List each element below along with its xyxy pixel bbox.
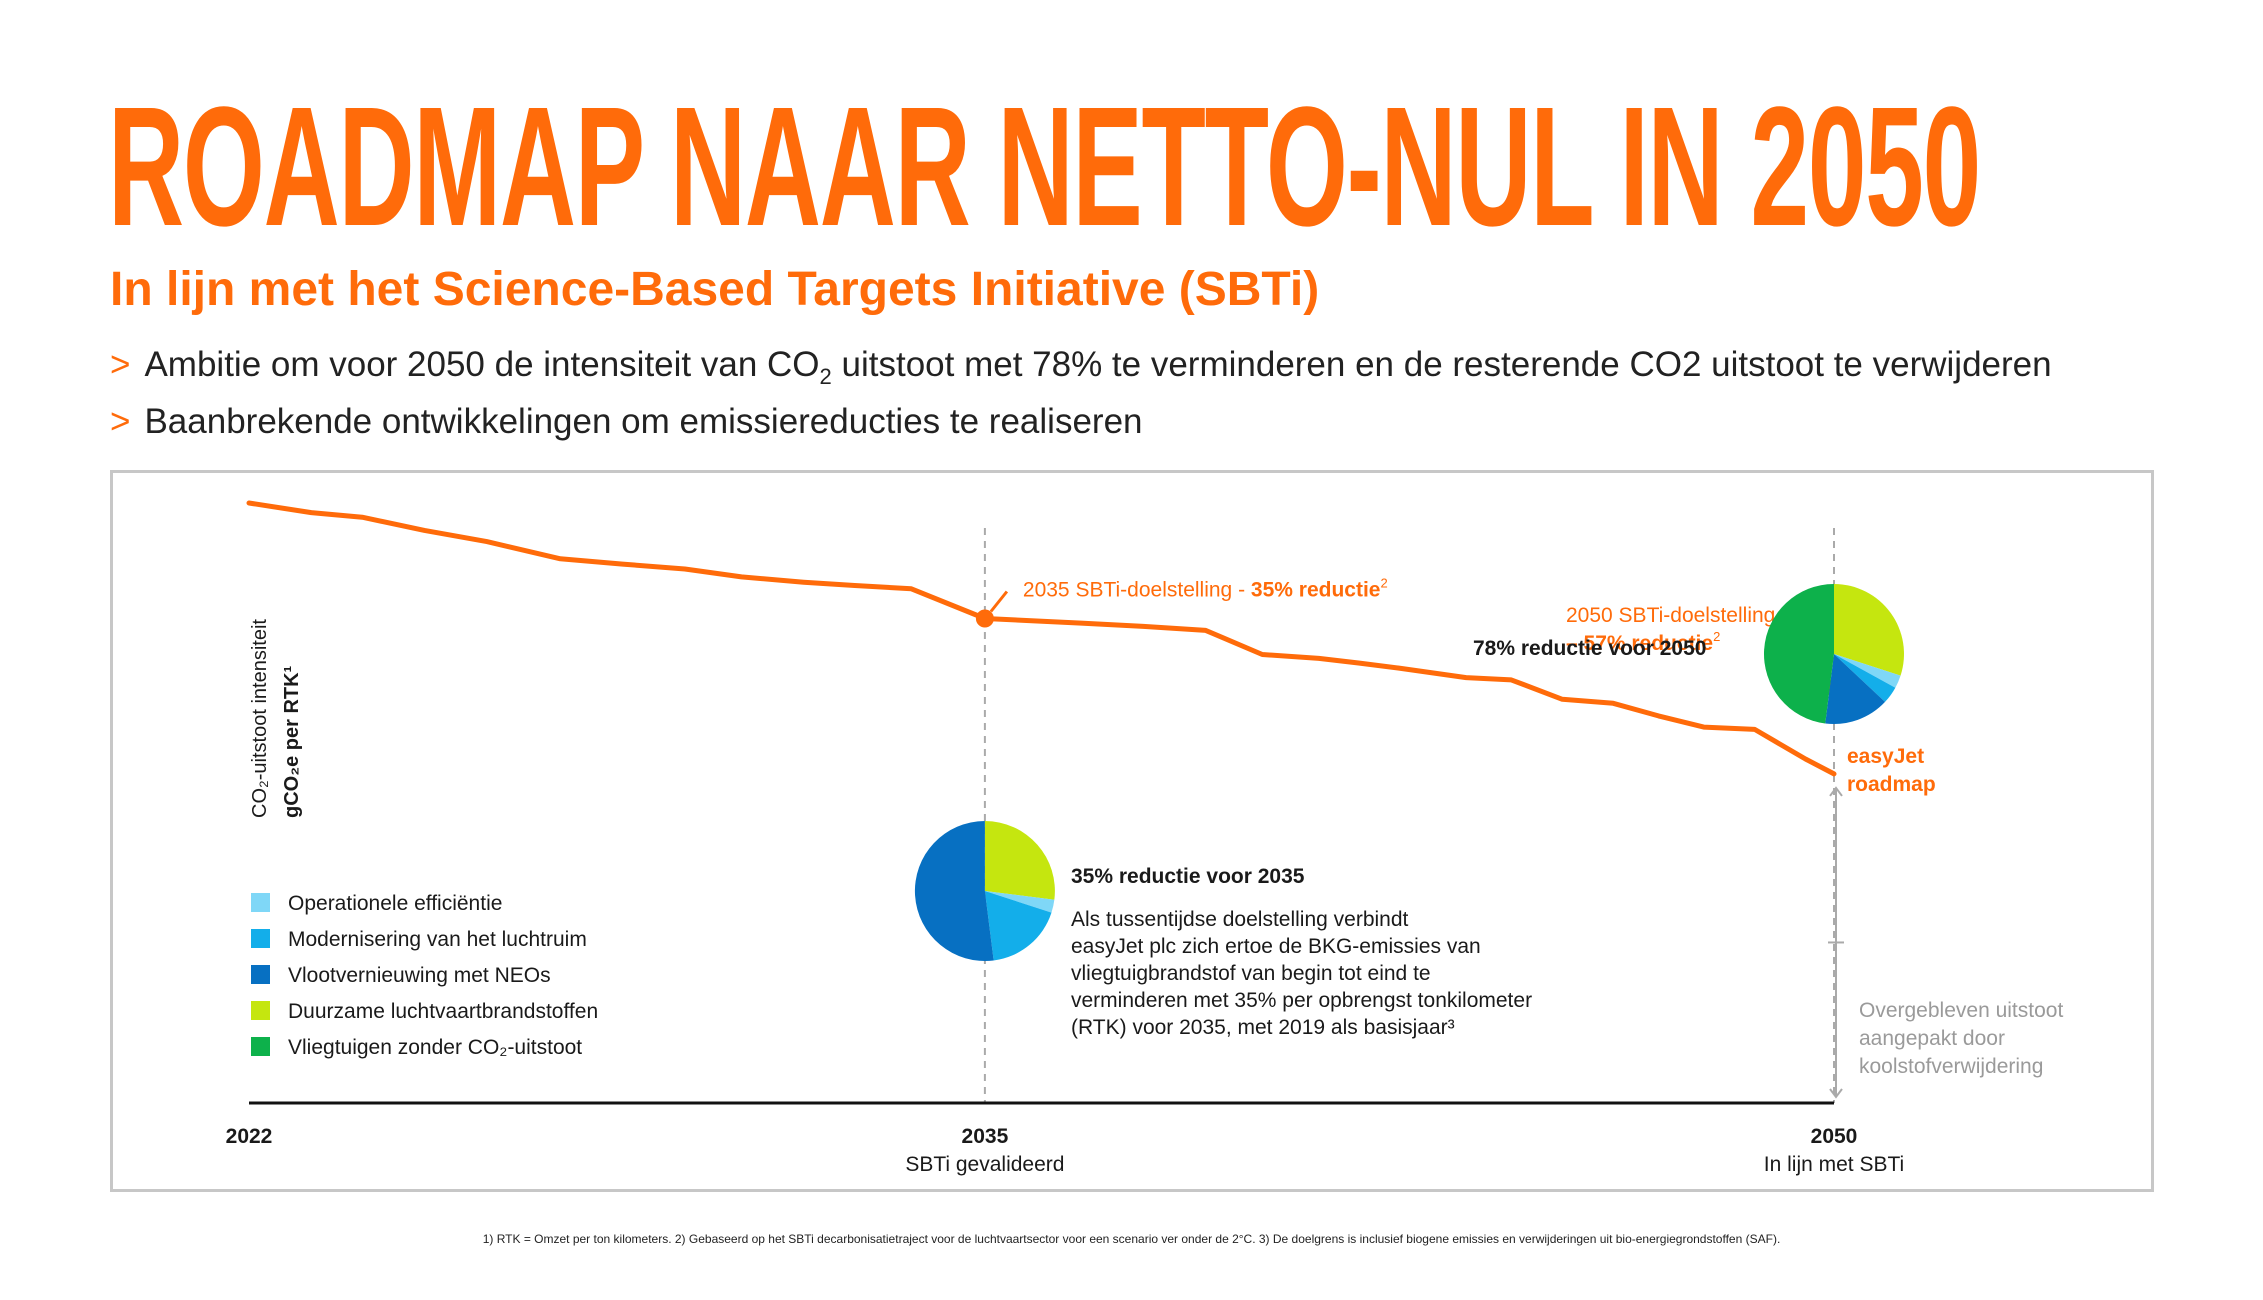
milestone-point-2035 — [975, 609, 994, 628]
page-title: ROADMAP NAAR NETTO-NUL IN 2050 — [108, 72, 1981, 262]
page-subtitle: In lijn met het Science-Based Targets In… — [110, 263, 1320, 316]
y-label-line1: CO₂-uitstoot intensiteit — [249, 619, 271, 818]
legend-label-zero: Vliegtuigen zonder CO₂-uitstoot — [288, 1036, 582, 1059]
legend-label-modernisering: Modernisering van het luchtruim — [288, 928, 587, 951]
pie-slice-2050-modernisering — [1834, 654, 1896, 702]
pie-2035-text-line3: vliegtuigbrandstof van begin tot eind te — [1071, 962, 1431, 985]
x-tick-label-2022: 2022 — [226, 1125, 273, 1148]
residual-arrow-down — [1829, 1088, 1843, 1099]
roadmap-label-line1: easyJet — [1847, 745, 1924, 768]
milestone-label-2035-prefix: 2035 SBTi-doelstelling - — [1023, 579, 1251, 602]
legend-label-vloot: Vlootvernieuwing met NEOs — [288, 964, 551, 987]
pie-slice-2035-vloot — [914, 821, 994, 961]
legend-swatch-modernisering — [251, 929, 270, 948]
pie-2035-text-line2: easyJet plc zich ertoe de BKG-emissies v… — [1071, 935, 1481, 958]
residual-arrow-up — [1829, 786, 1843, 797]
footnote: 1) RTK = Omzet per ton kilometers. 2) Ge… — [482, 1232, 1781, 1246]
bullet-text-after: uitstoot met 78% te verminderen en de re… — [831, 345, 2052, 384]
legend-label-saf: Duurzame luchtvaartbrandstoffen — [288, 1000, 598, 1023]
pie-2035-text-line1: Als tussentijdse doelstelling verbindt — [1071, 908, 1409, 931]
milestone-connector-2035 — [989, 590, 1009, 613]
pie-2050 — [1763, 584, 1904, 725]
pie-2035-text-line4: verminderen met 35% per opbrengst tonkil… — [1071, 989, 1532, 1012]
legend-swatch-zero — [251, 1037, 270, 1056]
residual-label-line2: aangepakt door — [1859, 1027, 2005, 1050]
bullet-text: Baanbrekende ontwikkelingen om emissiere… — [144, 402, 1143, 441]
milestone-label-2050-line1: 2050 SBTi-doelstelling — [1566, 604, 1775, 627]
pie-slice-2035-saf — [984, 821, 1055, 900]
legend-swatch-saf — [251, 1001, 270, 1020]
x-tick-label-2050: 2050 — [1811, 1125, 1858, 1148]
roadmap-label-line2: roadmap — [1847, 773, 1936, 796]
y-axis-label: CO₂-uitstoot intensiteit gCO₂e per RTK¹ — [249, 619, 303, 818]
bullet-marker: > — [110, 402, 131, 441]
roadmap-chart: 2022 2035 SBTi gevalideerd 2050 In lijn met … — [226, 500, 2063, 1176]
residual-label-line3: koolstofverwijdering — [1859, 1055, 2043, 1078]
milestone-label-2050-sup: 2 — [1713, 629, 1720, 644]
x-tick-sublabel-2035: SBTi gevalideerd — [905, 1153, 1064, 1176]
pie-2035-text-line5: (RTK) voor 2035, met 2019 als basisjaar³ — [1071, 1016, 1455, 1039]
milestone-label-2050-bold: – 57% reductie — [1566, 632, 1713, 655]
pie-slice-2050-zero — [1763, 584, 1834, 724]
x-tick-label-2035: 2035 — [962, 1125, 1009, 1148]
bullet-ambitie: > Ambitie om voor 2050 de intensiteit van… — [110, 345, 2052, 390]
pie-2035-title: 35% reductie voor 2035 — [1071, 865, 1305, 888]
pie-slice-2035-modernisering — [984, 891, 1052, 961]
legend-swatch-vloot — [251, 965, 270, 984]
pie-slice-2035-operationele — [984, 891, 1055, 913]
legend-swatch-operationele — [251, 893, 270, 912]
y-label-line2: gCO₂e per RTK¹ — [281, 665, 303, 818]
series-line-easyjet-roadmap — [246, 500, 1837, 777]
legend-label-operationele: Operationele efficiëntie — [288, 892, 502, 915]
milestone-label-2050-line2: – 57% reductie2 — [1566, 629, 1720, 655]
bullet-subscript: 2 — [819, 364, 832, 389]
milestone-label-2035: 2035 SBTi-doelstelling - 35% reductie2 — [1023, 576, 1388, 602]
pie-2050-title: 78% reductie voor 2050 — [1473, 637, 1706, 660]
pie-slice-2050-vloot — [1825, 654, 1886, 725]
x-tick-sublabel-2050: In lijn met SBTi — [1764, 1153, 1904, 1176]
bullet-marker: > — [110, 345, 131, 384]
chart-panel: 2022 2035 SBTi gevalideerd 2050 In lijn met … — [110, 470, 2154, 1192]
milestone-label-2035-sup: 2 — [1380, 576, 1387, 591]
milestone-label-2035-bold: 35% reductie — [1251, 579, 1381, 602]
pie-slice-2050-operationele — [1834, 654, 1901, 688]
pie-slice-2050-saf — [1834, 584, 1904, 676]
bullet-text-before: Ambitie om voor 2050 de intensiteit van … — [144, 345, 820, 384]
pie-2035 — [914, 821, 1055, 961]
residual-label-line1: Overgebleven uitstoot — [1859, 999, 2063, 1022]
bullet-baanbrekend: > Baanbrekende ontwikkelingen om emissier… — [110, 402, 1143, 442]
